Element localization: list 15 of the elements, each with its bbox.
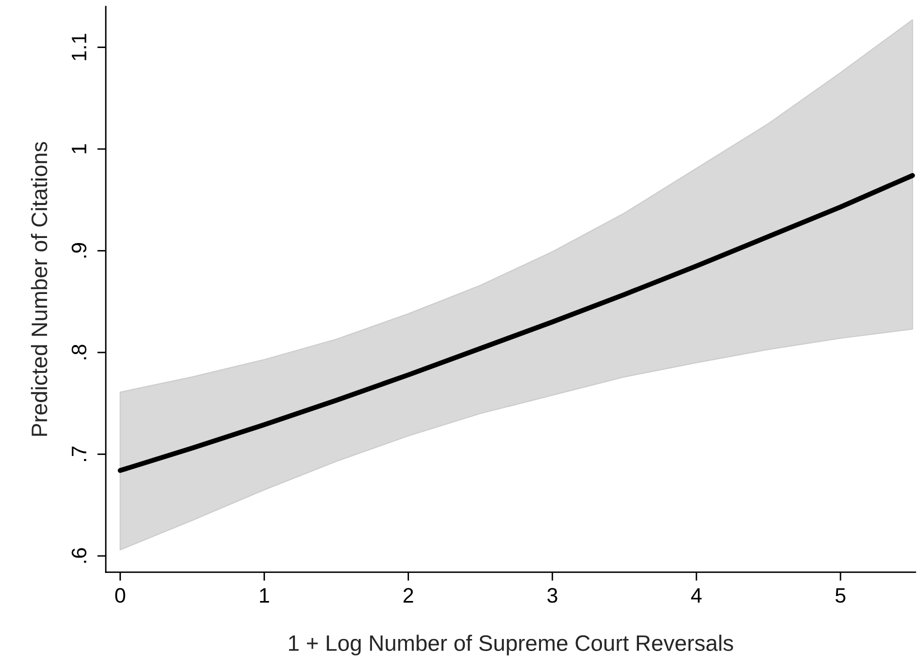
x-tick-label: 0 (115, 588, 126, 603)
y-tick-label: .9 (72, 243, 86, 258)
y-tick-label: 1.1 (72, 34, 86, 60)
y-tick-label: 1 (72, 144, 86, 154)
x-tick-label: 5 (836, 588, 846, 603)
x-tick-label: 2 (404, 588, 414, 603)
y-tick-label: .7 (72, 446, 86, 461)
x-tick-label: 1 (260, 588, 270, 603)
y-tick-label: .6 (72, 548, 86, 563)
x-axis-title: 1 + Log Number of Supreme Court Reversals (289, 634, 734, 656)
y-axis-title: Predicted Number of Citations (30, 142, 48, 436)
line-series (118, 173, 915, 473)
x-tick-label: 4 (691, 588, 702, 603)
y-tick-label: .8 (72, 344, 86, 360)
x-tick-label: 3 (547, 588, 558, 603)
